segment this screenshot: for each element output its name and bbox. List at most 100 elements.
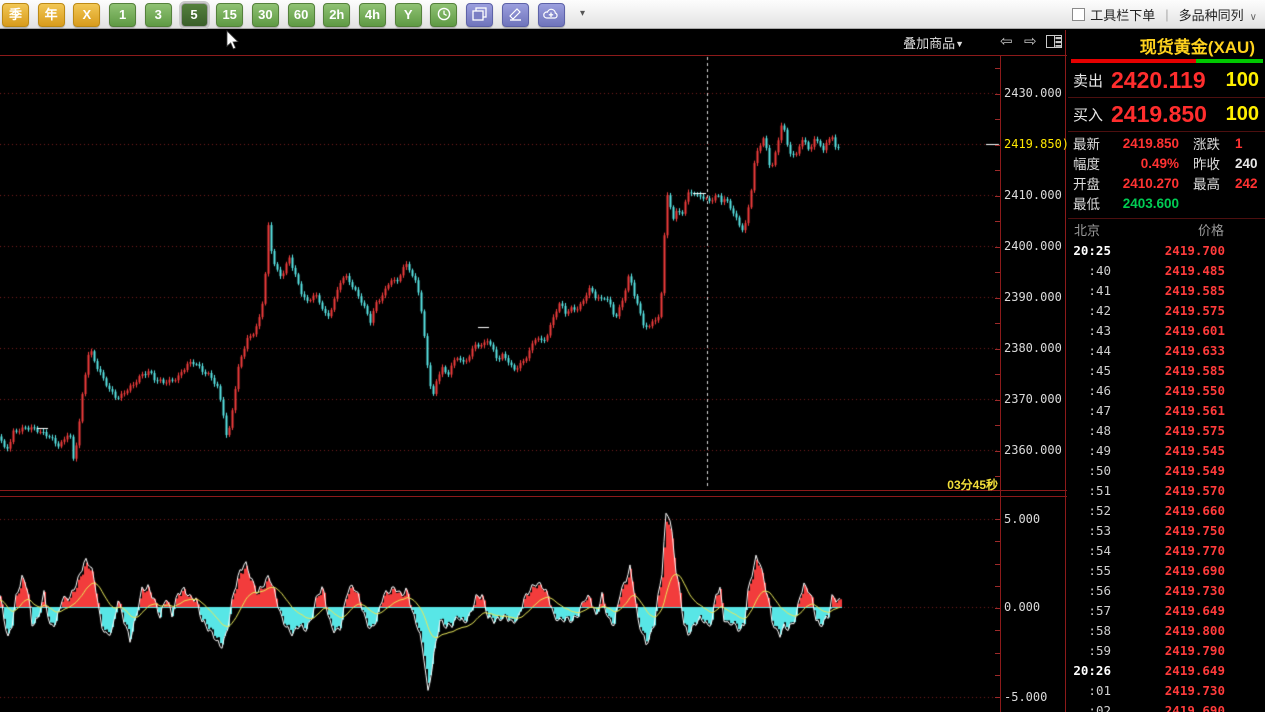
- axis-tick-label: 2410.000: [1004, 188, 1062, 202]
- tick-row: :51 2419.570: [1068, 480, 1265, 500]
- bid-label: 买入: [1073, 107, 1104, 124]
- quote-panel: 现货黄金(XAU) 卖出 2420.119 100 买入 2419.850 10…: [1068, 28, 1265, 712]
- tick-row: :42 2419.575: [1068, 300, 1265, 320]
- period-button-30[interactable]: 30: [251, 3, 279, 27]
- stat-value: 2403.600: [1122, 195, 1179, 211]
- period-button-15[interactable]: 15: [216, 3, 244, 27]
- cloud-add-icon[interactable]: [537, 3, 565, 27]
- axis-minor-tick: [995, 564, 1000, 565]
- tick-time: :43: [1088, 323, 1111, 338]
- period-button-60[interactable]: 60: [287, 3, 315, 27]
- multi-symbol-dropdown[interactable]: 多品种同列 ∨: [1178, 7, 1257, 23]
- tick-row: :53 2419.750: [1068, 520, 1265, 540]
- overlap-windows-icon[interactable]: [466, 3, 494, 27]
- period-button-年[interactable]: 年: [37, 3, 65, 27]
- tick-price: 2419.550: [1164, 383, 1225, 398]
- ask-row[interactable]: 卖出 2420.119 100: [1068, 64, 1265, 97]
- axis-tick-label: 0.000: [1004, 600, 1041, 614]
- period-button-4h[interactable]: 4h: [359, 3, 386, 27]
- tick-price: 2419.690: [1164, 563, 1225, 578]
- stat-label: 最低: [1073, 197, 1100, 212]
- axis-minor-tick: [995, 272, 1000, 273]
- tick-price: 2419.485: [1164, 263, 1225, 278]
- tick-price: 2419.750: [1164, 523, 1225, 538]
- stat-value: 2410.270: [1122, 175, 1179, 191]
- axis-minor-tick: [995, 349, 1000, 350]
- axis-minor-tick: [995, 400, 1000, 401]
- tick-row: :58 2419.800: [1068, 620, 1265, 640]
- tick-price: 2419.633: [1164, 343, 1225, 358]
- tick-row: :45 2419.585: [1068, 360, 1265, 380]
- period-button-X[interactable]: X: [73, 3, 101, 27]
- axis-minor-tick: [995, 451, 1000, 452]
- tick-time: :54: [1088, 543, 1111, 558]
- tick-row: :50 2419.549: [1068, 460, 1265, 480]
- tick-time: :53: [1088, 523, 1111, 538]
- tick-row: :56 2419.730: [1068, 580, 1265, 600]
- tick-row: :49 2419.545: [1068, 440, 1265, 460]
- main-price-chart-canvas[interactable]: [0, 55, 1000, 490]
- period-button-季[interactable]: 季: [2, 3, 29, 27]
- toolbar-order-checkbox[interactable]: 工具栏下单: [1072, 5, 1155, 24]
- tick-time: :42: [1088, 303, 1111, 318]
- scroll-left-icon[interactable]: ⇦: [1000, 33, 1013, 50]
- period-button-3[interactable]: 3: [144, 3, 172, 27]
- axis-minor-tick: [995, 675, 1000, 676]
- axis-minor-tick: [995, 476, 1000, 477]
- stat-value: 240: [1235, 155, 1258, 171]
- overlay-symbol-dropdown[interactable]: 叠加商品▼: [903, 36, 964, 51]
- axis-minor-tick: [995, 630, 1000, 631]
- axis-minor-tick: [995, 608, 1000, 609]
- period-button-5[interactable]: 5: [178, 1, 210, 29]
- axis-minor-tick: [995, 145, 1000, 146]
- mouse-cursor: [226, 30, 239, 50]
- tick-row: :47 2419.561: [1068, 400, 1265, 420]
- period-button-2h[interactable]: 2h: [323, 3, 351, 27]
- bid-row[interactable]: 买入 2419.850 100: [1068, 98, 1265, 131]
- indicator-chart-canvas[interactable]: [0, 497, 1000, 712]
- stat-row: 最新 2419.850 涨跌 1: [1068, 133, 1265, 153]
- sell-ratio-segment: [1071, 59, 1196, 63]
- ask-label: 卖出: [1073, 73, 1104, 90]
- tick-time: 20:26: [1073, 663, 1111, 678]
- order-checkbox-label: 工具栏下单: [1090, 7, 1156, 23]
- tick-table-header: 北京 价格: [1068, 220, 1265, 238]
- split-layout-icon[interactable]: [1046, 35, 1062, 52]
- tick-time: :01: [1088, 683, 1111, 698]
- tick-row: :46 2419.550: [1068, 380, 1265, 400]
- axis-minor-tick: [995, 196, 1000, 197]
- axis-minor-tick: [995, 541, 1000, 542]
- tick-time: :48: [1088, 423, 1111, 438]
- tick-price: 2419.690: [1164, 703, 1225, 712]
- bid-price: 2419.850: [1111, 101, 1207, 127]
- bar-countdown: 03分45秒: [947, 478, 998, 492]
- stat-value: 1: [1235, 135, 1243, 151]
- clock-icon[interactable]: [430, 3, 458, 27]
- stat-label: 最高: [1193, 177, 1220, 192]
- scroll-right-icon[interactable]: ⇨: [1024, 33, 1037, 50]
- tick-time: :49: [1088, 443, 1111, 458]
- checkbox-icon[interactable]: [1072, 7, 1086, 21]
- tick-row: :55 2419.690: [1068, 560, 1265, 580]
- tick-time: :44: [1088, 343, 1111, 358]
- stat-label: 开盘: [1073, 177, 1100, 192]
- tick-row: :52 2419.660: [1068, 500, 1265, 520]
- tick-time: :58: [1088, 623, 1111, 638]
- more-dropdown-icon[interactable]: ▾: [580, 8, 586, 19]
- stat-label: 昨收: [1193, 157, 1220, 172]
- tick-price: 2419.585: [1164, 363, 1225, 378]
- axis-tick-label: 2360.000: [1004, 443, 1062, 457]
- period-button-Y[interactable]: Y: [394, 3, 422, 27]
- period-button-1[interactable]: 1: [109, 3, 137, 27]
- tick-row: 20:25 2419.700: [1068, 240, 1265, 260]
- time-sales-list[interactable]: 20:25 2419.700:40 2419.485:41 2419.585:42 24…: [1068, 240, 1265, 712]
- divider: [1068, 97, 1265, 98]
- tick-price: 2419.545: [1164, 443, 1225, 458]
- tick-row: :41 2419.585: [1068, 280, 1265, 300]
- annotate-icon[interactable]: [501, 3, 529, 27]
- tick-time: :45: [1088, 363, 1111, 378]
- toolbar: 季年 X 1 3 5 15 30 60 2h 4h Y ▾ 工具栏下单 | 多品种同列 ∨: [0, 0, 1265, 29]
- tick-row: :59 2419.790: [1068, 640, 1265, 660]
- stat-value: 2419.850: [1122, 135, 1179, 151]
- tick-price: 2419.700: [1164, 243, 1225, 258]
